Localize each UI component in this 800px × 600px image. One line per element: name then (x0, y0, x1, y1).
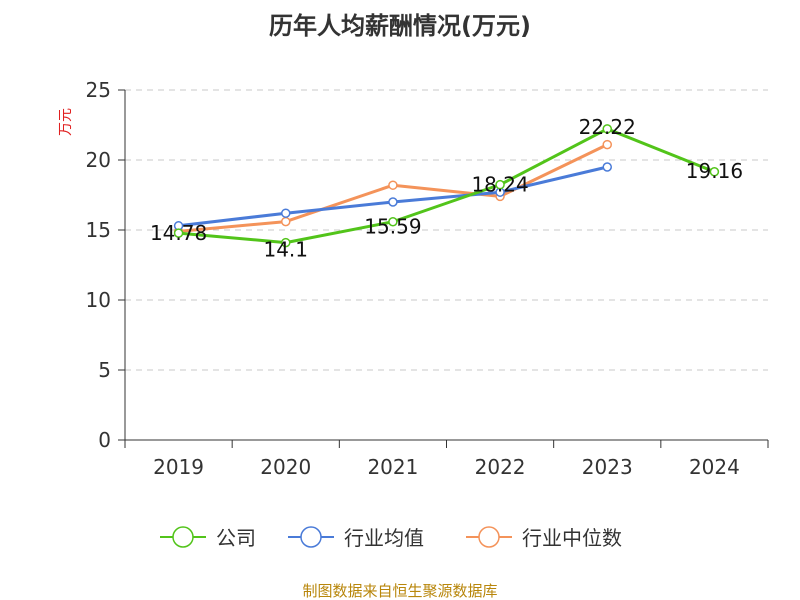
data-point (281, 216, 291, 227)
x-tick-label: 2021 (367, 455, 418, 479)
data-label: 15.59 (364, 215, 421, 239)
source-note: 制图数据来自恒生聚源数据库 (302, 582, 497, 600)
chart-title: 历年人均薪酬情况(万元) (269, 12, 531, 40)
data-point (495, 179, 505, 190)
data-point (173, 228, 184, 238)
data-point (602, 162, 612, 172)
axes: 0 5 10 15 20 25 2019 2020 2021 2022 2023 2024 (86, 78, 769, 479)
legend-item-0[interactable]: 公司 (160, 526, 256, 550)
x-tick-label: 2024 (689, 455, 740, 479)
data-label: 19.16 (686, 159, 743, 183)
y-tick-label: 25 (86, 78, 111, 102)
y-tick-label: 20 (86, 148, 111, 172)
y-tick-label: 15 (86, 218, 111, 242)
data-point (388, 197, 398, 207)
y-tick-label: 5 (98, 358, 111, 382)
y-tick-label: 0 (98, 428, 111, 452)
legend-label: 公司 (216, 526, 256, 550)
legend-swatch-marker (172, 526, 194, 548)
legend-label: 行业中位数 (522, 526, 622, 550)
data-point (602, 124, 612, 134)
legend-item-1[interactable]: 行业均值 (288, 526, 424, 550)
legend[interactable]: 公司 行业均值 行业中位数 (160, 526, 622, 550)
data-label: 18.24 (471, 173, 528, 197)
x-tick-label: 2020 (260, 455, 311, 479)
x-tick-label: 2019 (153, 455, 204, 479)
data-point (281, 208, 291, 218)
data-label: 14.1 (263, 238, 308, 262)
x-tick-label: 2023 (582, 455, 633, 479)
legend-swatch-marker (478, 526, 500, 548)
gridlines (125, 89, 768, 371)
series-line-0 (178, 127, 715, 245)
legend-swatch-marker (300, 526, 322, 548)
data-label: 14.78 (150, 221, 207, 245)
y-tick-label: 10 (86, 288, 111, 312)
data-label: 22.22 (579, 115, 636, 139)
data-point (388, 216, 398, 227)
y-axis-label: 万元 (58, 108, 74, 136)
data-point (709, 167, 720, 177)
data-point (281, 237, 291, 248)
series-lines (173, 124, 720, 248)
data-point (602, 139, 612, 150)
legend-label: 行业均值 (344, 526, 424, 550)
legend-item-2[interactable]: 行业中位数 (466, 526, 622, 550)
x-tick-label: 2022 (475, 455, 526, 479)
data-labels: 14.78 14.1 15.59 18.24 22.22 19.16 (150, 115, 743, 262)
data-point (388, 180, 398, 190)
